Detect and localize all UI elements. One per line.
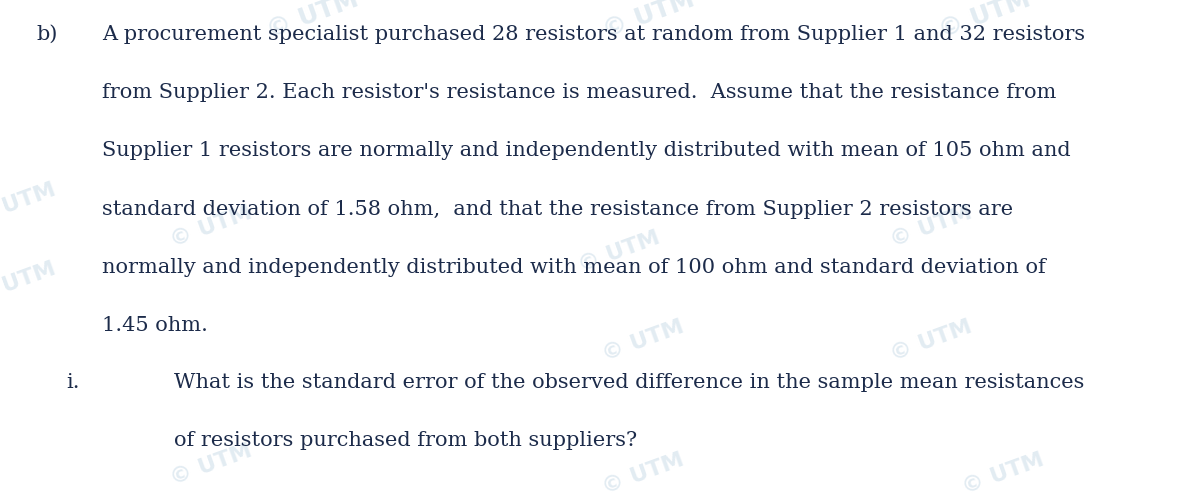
Text: b): b) xyxy=(36,25,58,43)
Text: © UTM: © UTM xyxy=(888,317,976,365)
Text: A procurement specialist purchased 28 resistors at random from Supplier 1 and 32: A procurement specialist purchased 28 re… xyxy=(102,25,1085,43)
Text: i.: i. xyxy=(66,373,79,392)
Text: 1.45 ohm.: 1.45 ohm. xyxy=(102,316,208,335)
Text: © UTM: © UTM xyxy=(168,440,256,489)
Text: © UTM: © UTM xyxy=(600,0,698,42)
Text: UTM: UTM xyxy=(0,179,59,216)
Text: normally and independently distributed with mean of 100 ohm and standard deviati: normally and independently distributed w… xyxy=(102,258,1045,277)
Text: © UTM: © UTM xyxy=(936,0,1034,42)
Text: What is the standard error of the observed difference in the sample mean resista: What is the standard error of the observ… xyxy=(174,373,1085,392)
Text: © UTM: © UTM xyxy=(168,203,256,251)
Text: © UTM: © UTM xyxy=(600,450,688,494)
Text: Supplier 1 resistors are normally and independently distributed with mean of 105: Supplier 1 resistors are normally and in… xyxy=(102,141,1070,160)
Text: © UTM: © UTM xyxy=(264,0,362,42)
Text: standard deviation of 1.58 ohm,  and that the resistance from Supplier 2 resisto: standard deviation of 1.58 ohm, and that… xyxy=(102,200,1013,218)
Text: © UTM: © UTM xyxy=(600,317,688,365)
Text: © UTM: © UTM xyxy=(576,228,664,276)
Text: of resistors purchased from both suppliers?: of resistors purchased from both supplie… xyxy=(174,431,637,451)
Text: from Supplier 2. Each resistor's resistance is measured.  Assume that the resist: from Supplier 2. Each resistor's resista… xyxy=(102,83,1056,102)
Text: © UTM: © UTM xyxy=(960,450,1048,494)
Text: UTM: UTM xyxy=(0,258,59,295)
Text: © UTM: © UTM xyxy=(888,203,976,251)
